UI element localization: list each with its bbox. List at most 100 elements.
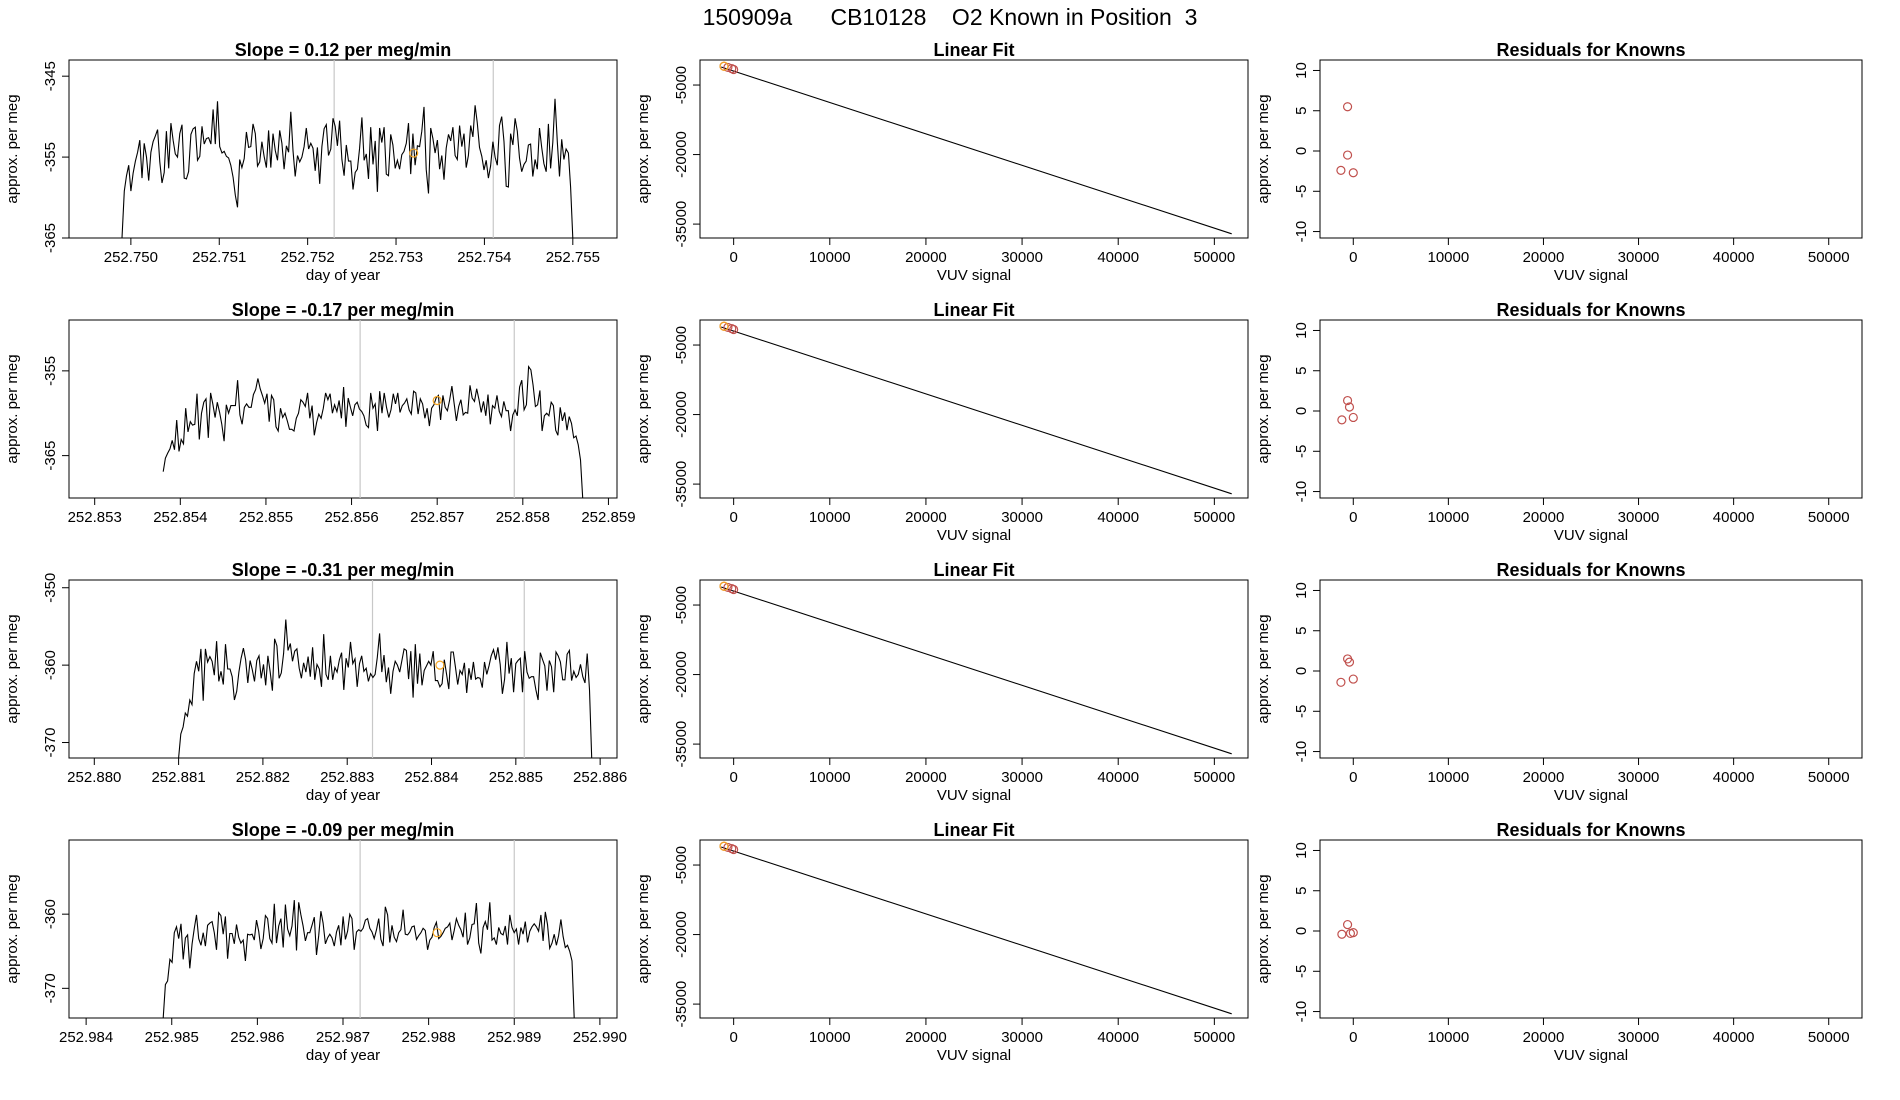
panel-residuals-row2: Residuals for Knowns 0 10000 20000 30000 4000… xyxy=(1255,300,1863,544)
y-tick-label: -5000 xyxy=(673,586,690,624)
x-tick-label: 50000 xyxy=(1808,509,1850,526)
plot-frame xyxy=(68,319,618,499)
y-tick-label: 5 xyxy=(1293,887,1310,895)
x-tick-label: 20000 xyxy=(905,1029,947,1046)
x-tick-label: 40000 xyxy=(1713,509,1755,526)
x-tick-label: 30000 xyxy=(1618,509,1660,526)
x-tick-label: 252.883 xyxy=(320,769,374,786)
plot-frame xyxy=(699,59,1249,239)
data-point xyxy=(729,64,739,75)
x-tick-label: 50000 xyxy=(1193,509,1235,526)
highlight-point xyxy=(719,581,729,591)
plot-title: Slope = -0.31 per meg/min xyxy=(232,560,455,580)
y-tick-label: 10 xyxy=(1293,582,1310,599)
data-point xyxy=(729,584,739,595)
x-tick-label: 252.853 xyxy=(68,509,122,526)
x-tick-label: 20000 xyxy=(905,769,947,786)
y-tick-label: -355 xyxy=(42,356,59,386)
x-tick-label: 252.987 xyxy=(316,1029,370,1046)
panel-residuals-row1: Residuals for Knowns 0 10000 20000 30000 4000… xyxy=(1255,40,1863,284)
y-tick-label: -35000 xyxy=(673,461,690,508)
highlight-point xyxy=(435,660,445,670)
panel-linear_fit-row1: Linear Fit 0 10000 20000 30000 40000 50000 -500… xyxy=(635,40,1249,284)
x-tick-label: 252.989 xyxy=(487,1029,541,1046)
x-tick-label: 10000 xyxy=(1428,509,1470,526)
x-tick-label: 10000 xyxy=(1428,769,1470,786)
panel-linear_fit-row4: Linear Fit 0 10000 20000 30000 40000 50000 -500… xyxy=(635,820,1249,1064)
plot-title: Slope = -0.09 per meg/min xyxy=(232,820,455,840)
y-axis-label: approx. per meg xyxy=(4,874,21,983)
plot-area xyxy=(719,581,1232,755)
x-tick-label: 50000 xyxy=(1193,769,1235,786)
y-tick-label: 5 xyxy=(1293,367,1310,375)
x-tick-label: 252.752 xyxy=(281,249,335,266)
y-tick-label: -10 xyxy=(1293,1001,1310,1023)
x-tick-label: 20000 xyxy=(1523,249,1565,266)
plot-frame xyxy=(699,319,1249,499)
x-tick-label: 252.986 xyxy=(230,1029,284,1046)
data-point xyxy=(1337,929,1347,939)
x-tick-label: 40000 xyxy=(1097,249,1139,266)
panel-linear_fit-row3: Linear Fit 0 10000 20000 30000 40000 50000 -500… xyxy=(635,560,1249,804)
data-point xyxy=(1348,168,1358,178)
x-tick-label: 40000 xyxy=(1097,509,1139,526)
plot-area xyxy=(719,841,1232,1015)
x-tick-label: 50000 xyxy=(1808,769,1850,786)
x-tick-label: 252.755 xyxy=(546,249,600,266)
plot-frame xyxy=(1319,839,1863,1019)
y-tick-label: -10 xyxy=(1293,741,1310,763)
y-tick-label: -360 xyxy=(42,899,59,929)
x-tick-label: 252.857 xyxy=(410,509,464,526)
highlight-point xyxy=(409,148,419,158)
highlight-point xyxy=(719,841,729,851)
y-axis-label: approx. per meg xyxy=(1255,354,1272,463)
highlight-point xyxy=(719,61,729,71)
x-tick-label: 252.859 xyxy=(581,509,635,526)
y-tick-label: 5 xyxy=(1293,627,1310,635)
plot-title: Linear Fit xyxy=(933,40,1014,60)
y-tick-label: -350 xyxy=(42,573,59,603)
x-tick-label: 40000 xyxy=(1713,769,1755,786)
x-tick-label: 0 xyxy=(729,249,737,266)
x-tick-label: 252.990 xyxy=(573,1029,627,1046)
y-tick-label: 10 xyxy=(1293,842,1310,859)
x-tick-label: 0 xyxy=(1349,769,1357,786)
plot-frame xyxy=(68,59,618,239)
y-tick-label: 0 xyxy=(1293,147,1310,155)
series-line-signal xyxy=(162,364,584,498)
x-tick-label: 252.885 xyxy=(489,769,543,786)
data-point xyxy=(1344,657,1355,667)
data-point xyxy=(1348,674,1358,684)
x-tick-label: 30000 xyxy=(1001,509,1043,526)
plot-frame xyxy=(68,579,618,759)
highlight-point xyxy=(432,395,442,406)
y-tick-label: -5000 xyxy=(673,846,690,884)
plot-title: Residuals for Knowns xyxy=(1496,560,1685,580)
x-tick-label: 252.753 xyxy=(369,249,423,266)
plot-frame xyxy=(1319,59,1863,239)
y-tick-label: 5 xyxy=(1293,107,1310,115)
plot-title: Slope = 0.12 per meg/min xyxy=(235,40,452,60)
y-tick-label: -5000 xyxy=(673,66,690,104)
y-tick-label: 0 xyxy=(1293,407,1310,415)
x-axis-label: VUV signal xyxy=(1554,1047,1628,1064)
plot-area xyxy=(1337,919,1358,939)
series-line-fit xyxy=(721,586,1232,755)
data-point xyxy=(723,842,733,853)
y-tick-label: -370 xyxy=(42,973,59,1003)
x-tick-label: 0 xyxy=(729,509,737,526)
x-tick-label: 30000 xyxy=(1618,249,1660,266)
x-tick-label: 40000 xyxy=(1097,769,1139,786)
y-axis-label: approx. per meg xyxy=(4,94,21,203)
x-tick-label: 0 xyxy=(1349,509,1357,526)
x-axis-label: day of year xyxy=(306,787,380,804)
plot-frame xyxy=(1319,319,1863,499)
highlight-point xyxy=(432,928,442,938)
y-axis-label: approx. per meg xyxy=(4,614,21,723)
y-tick-label: -20000 xyxy=(673,651,690,698)
x-tick-label: 30000 xyxy=(1618,1029,1660,1046)
y-tick-label: -20000 xyxy=(673,131,690,178)
x-tick-label: 252.858 xyxy=(496,509,550,526)
plot-area xyxy=(1337,395,1358,425)
